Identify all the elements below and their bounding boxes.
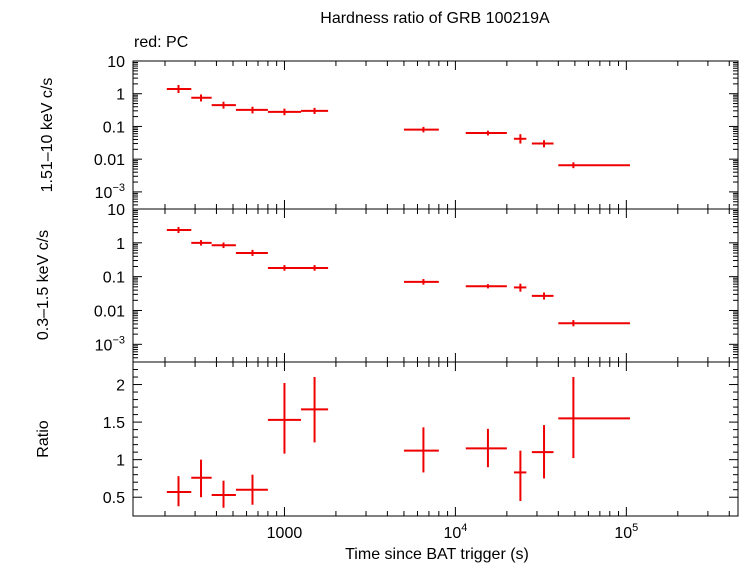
data-point-ratio xyxy=(235,474,268,505)
data-point-ratio xyxy=(301,377,329,443)
chart-title: Hardness ratio of GRB 100219A xyxy=(320,10,550,27)
data-point-soft xyxy=(403,279,439,285)
y-tick-label-hard: 0.01 xyxy=(94,152,125,169)
data-point-soft xyxy=(166,226,192,234)
data-point-soft xyxy=(465,284,507,289)
data-point-ratio xyxy=(166,476,192,507)
data-point-ratio xyxy=(267,383,302,454)
data-point-hard xyxy=(166,84,192,94)
data-point-hard xyxy=(558,162,630,169)
x-tick-label: 1000 xyxy=(267,525,303,542)
panel-frame-ratio xyxy=(132,361,739,517)
panel-ratio: 2 1.5 1 0.5 Ratio xyxy=(35,361,739,517)
y-axis-label-hard: 1.51–10 keV c/s xyxy=(39,78,56,193)
chart-subtitle: red: PC xyxy=(134,34,188,51)
data-point-ratio xyxy=(531,425,554,479)
y-tick-label-hard: 10−3 xyxy=(95,182,125,202)
data-point-hard xyxy=(403,126,439,133)
panel-hard: 10 1 0.1 0.01 10−3 1.51–10 keV c/s xyxy=(39,54,739,210)
y-tick-label-soft: 1 xyxy=(116,236,125,253)
data-point-ratio xyxy=(558,377,630,459)
data-point-hard xyxy=(235,106,268,114)
data-point-hard xyxy=(531,140,554,148)
y-tick-label-ratio: 1 xyxy=(116,453,125,470)
y-axis-label-ratio: Ratio xyxy=(35,420,52,457)
data-point-soft xyxy=(235,249,268,256)
y-axis-label-soft: 0.3–1.5 keV c/s xyxy=(35,230,52,340)
x-tick-label: 104 xyxy=(443,522,467,542)
panel-soft: 10 1 0.1 0.01 10−3 0.3–1.5 keV c/s xyxy=(35,202,739,363)
data-point-soft xyxy=(191,240,212,246)
x-axis: 1000 104 105 xyxy=(267,522,639,542)
y-tick-label-soft: 10 xyxy=(107,202,125,219)
data-point-soft xyxy=(267,265,302,271)
data-point-ratio xyxy=(403,427,439,473)
data-point-hard xyxy=(513,134,527,144)
data-point-soft xyxy=(301,265,329,271)
data-point-hard xyxy=(301,107,329,115)
y-tick-label-ratio: 0.5 xyxy=(103,490,125,507)
data-point-hard xyxy=(211,101,236,109)
data-point-ratio xyxy=(191,459,212,498)
x-axis-label: Time since BAT trigger (s) xyxy=(345,546,529,563)
y-tick-label-hard: 0.1 xyxy=(103,119,125,136)
data-point-soft xyxy=(531,292,554,300)
x-tick-label: 105 xyxy=(614,522,638,542)
y-tick-label-soft: 0.1 xyxy=(103,270,125,287)
y-tick-label-soft: 10−3 xyxy=(95,334,125,354)
data-point-soft xyxy=(513,283,527,292)
y-tick-label-ratio: 2 xyxy=(116,378,125,395)
y-tick-label-hard: 1 xyxy=(116,87,125,104)
data-point-ratio xyxy=(465,428,507,468)
data-point-hard xyxy=(465,130,507,136)
data-point-ratio xyxy=(513,450,527,501)
data-point-hard xyxy=(191,94,212,102)
y-tick-label-hard: 10 xyxy=(107,54,125,71)
panel-frame-soft xyxy=(132,208,739,363)
data-point-soft xyxy=(558,320,630,327)
y-tick-label-ratio: 1.5 xyxy=(103,415,125,432)
data-point-hard xyxy=(267,108,302,116)
y-tick-label-soft: 0.01 xyxy=(94,303,125,320)
panel-frame-hard xyxy=(132,60,739,210)
data-point-ratio xyxy=(211,480,236,508)
data-point-soft xyxy=(211,242,236,249)
